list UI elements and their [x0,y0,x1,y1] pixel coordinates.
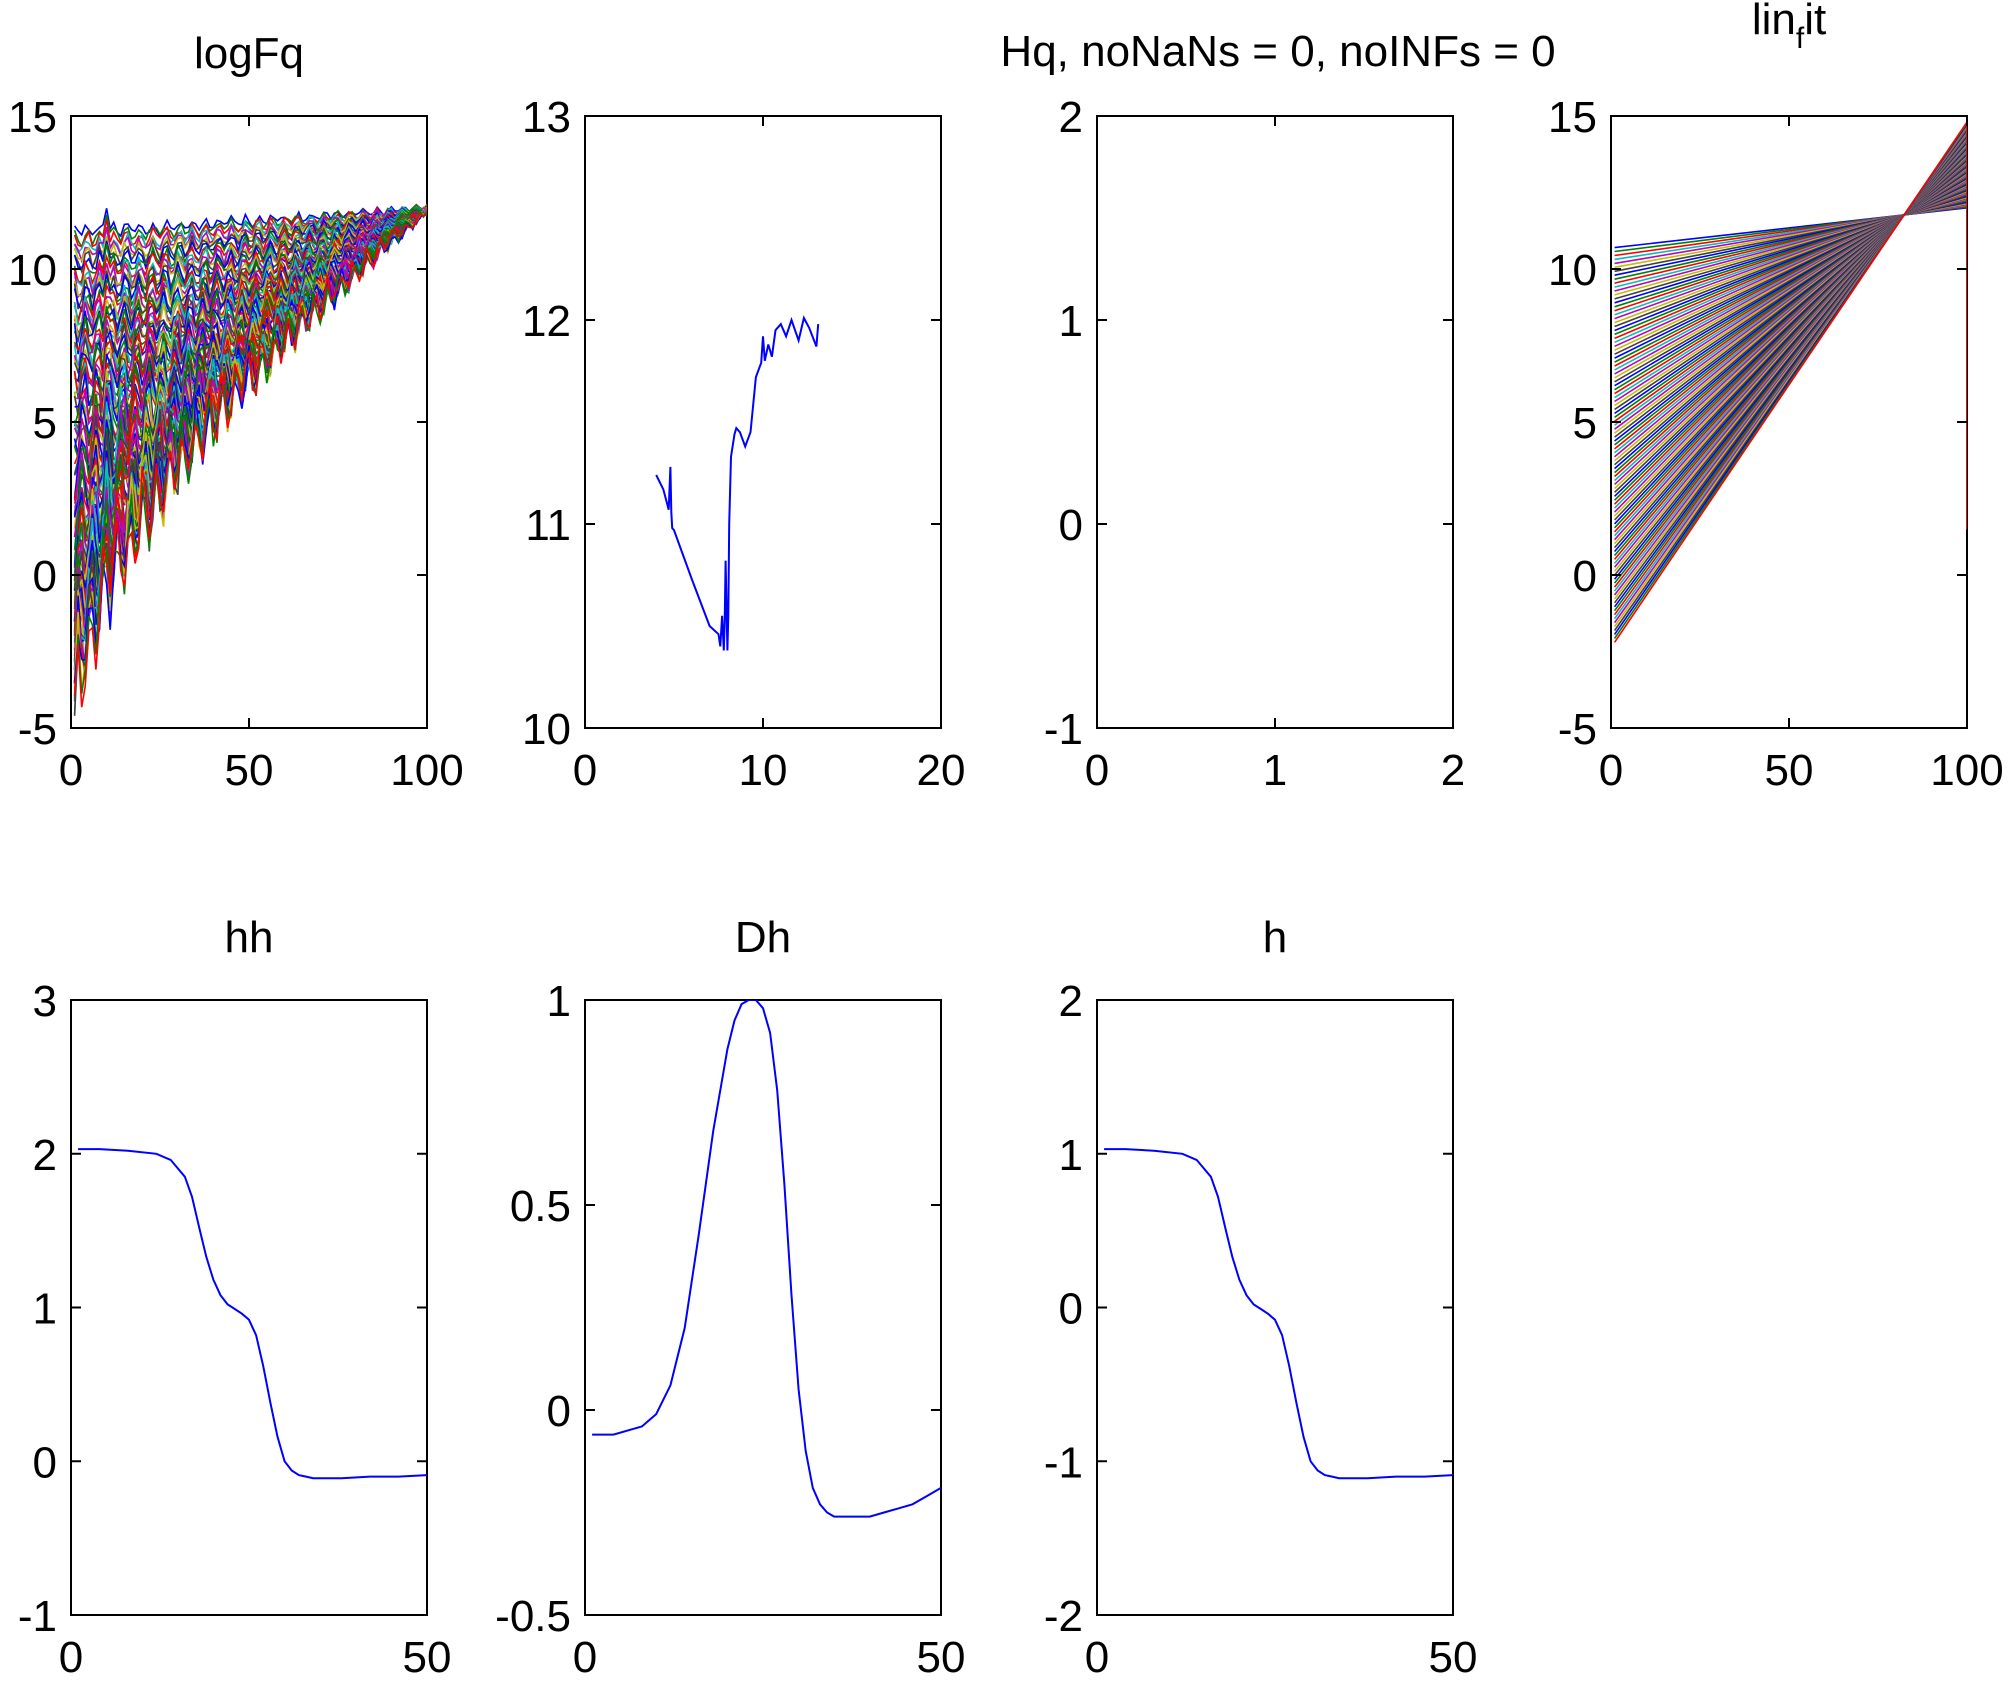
y-tick-label: 15 [8,93,57,142]
y-tick-label: 0 [1573,552,1597,601]
panel-h: 0 50 -2 -1 0 1 2 h [1044,913,1478,1682]
x-tick-label: 50 [1765,746,1814,795]
panel-title: h [1263,913,1287,962]
y-tick-label: -5 [18,705,57,754]
plot-area [592,1000,941,1518]
y-tick-label: -1 [18,1592,57,1641]
y-tick-label: -0.5 [495,1592,571,1641]
y-tick-label: 2 [1059,93,1083,142]
y-tick-label: 0.5 [510,1182,571,1231]
y-tick-label: -1 [1044,705,1083,754]
axes-box [584,115,942,729]
panel-title: linfit [1752,0,1826,55]
series-line [592,1000,941,1518]
y-tick-label: 0 [547,1387,571,1436]
series-line [1613,120,1967,643]
y-tick-label: 0 [33,1438,57,1487]
y-tick-label: 5 [1573,399,1597,448]
x-tick-label: 2 [1441,746,1465,795]
axes-box [584,999,942,1616]
x-tick-label: 1 [1263,746,1287,795]
panel-title: logFq [194,29,304,78]
y-tick-label: 15 [1548,93,1597,142]
y-tick-label: -5 [1558,705,1597,754]
y-tick-label: 13 [522,93,571,142]
y-tick-label: 2 [1059,977,1083,1026]
x-tick-label: 0 [59,1633,83,1682]
x-tick-label: 100 [390,746,463,795]
x-tick-label: 100 [1930,746,2003,795]
x-tick-label: 0 [573,1633,597,1682]
y-tick-label: 11 [525,501,571,550]
x-tick-label: 50 [917,1633,966,1682]
plot-area [73,203,427,716]
y-tick-label: 5 [33,399,57,448]
x-tick-label: 0 [1085,746,1109,795]
x-tick-label: 0 [59,746,83,795]
axes-box [1096,115,1454,729]
y-tick-label: 2 [33,1131,57,1180]
plot-area [1613,120,1967,643]
figure-suptitle: Hq, noNaNs = 0, noINFs = 0 [1000,27,1555,76]
plot-area [78,1148,427,1480]
y-tick-label: 12 [522,297,571,346]
x-tick-label: 10 [739,746,788,795]
plot-area [1104,1148,1453,1480]
y-tick-label: 10 [522,705,571,754]
x-tick-label: 20 [917,746,966,795]
y-tick-label: 10 [8,246,57,295]
y-tick-label: 0 [33,552,57,601]
series-line [1104,1148,1453,1480]
x-tick-label: 0 [573,746,597,795]
x-tick-label: 50 [403,1633,452,1682]
plot-area [655,315,820,651]
series-line [73,209,427,708]
x-tick-label: 50 [225,746,274,795]
y-tick-label: 0 [1059,1285,1083,1334]
x-tick-label: 50 [1429,1633,1478,1682]
y-tick-label: 1 [547,977,571,1026]
panel-title: hh [225,913,274,962]
y-tick-label: 10 [1548,246,1597,295]
axes-box [1096,999,1454,1616]
y-tick-label: 1 [33,1285,57,1334]
y-tick-label: -2 [1044,1592,1083,1641]
series-line [655,315,820,651]
panel-title: Dh [735,913,791,962]
y-tick-label: 0 [1059,501,1083,550]
y-tick-label: 3 [33,977,57,1026]
y-tick-label: 1 [1059,297,1083,346]
y-tick-label: 1 [1059,1131,1083,1180]
x-tick-label: 0 [1599,746,1623,795]
series-line [78,1148,427,1480]
y-tick-label: -1 [1044,1438,1083,1487]
axes-box [70,999,428,1616]
x-tick-label: 0 [1085,1633,1109,1682]
